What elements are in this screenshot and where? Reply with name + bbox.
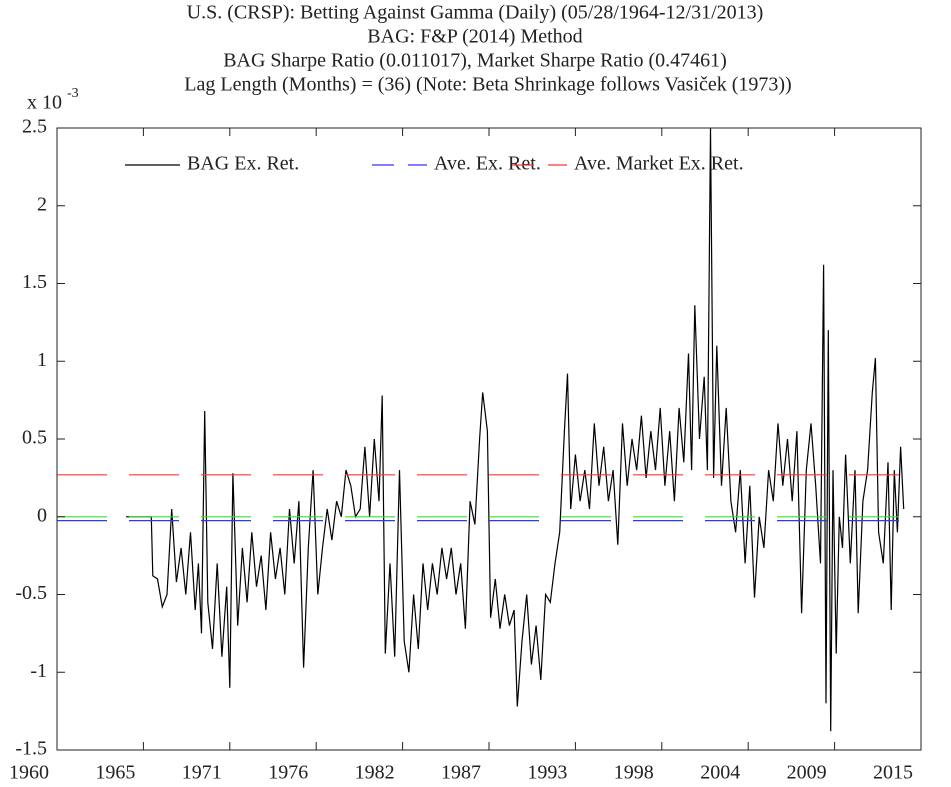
chart-subtitle: BAG Sharpe Ratio (0.011017), Market Shar… — [223, 50, 727, 72]
y-tick-label: 1.5 — [22, 271, 47, 293]
x-tick-label: 1998 — [614, 762, 654, 784]
chart-title: U.S. (CRSP): Betting Against Gamma (Dail… — [187, 2, 764, 24]
x-tick-label: 1993 — [527, 762, 567, 784]
chart-subtitle: Lag Length (Months) = (36) (Note: Beta S… — [184, 74, 791, 96]
y-tick-label: -1 — [30, 660, 47, 682]
x-tick-label: 2004 — [700, 762, 740, 784]
plot-frame — [56, 127, 922, 751]
x-tick-label: 2009 — [787, 762, 827, 784]
y-multiplier: x 10 — [27, 92, 62, 114]
x-tick-label: 1982 — [355, 762, 395, 784]
y-tick-label: -0.5 — [15, 582, 47, 604]
y-tick-label: 2.5 — [22, 116, 47, 138]
y-tick-label: -1.5 — [15, 738, 47, 760]
y-multiplier-exponent: -3 — [67, 86, 79, 101]
x-tick-label: 1965 — [95, 762, 135, 784]
y-tick-label: 1 — [37, 349, 47, 371]
x-tick-label: 1976 — [268, 762, 308, 784]
chart-subtitle: BAG: F&P (2014) Method — [367, 26, 582, 48]
x-tick-label: 1987 — [441, 762, 481, 784]
x-tick-label: 2015 — [873, 762, 913, 784]
y-tick-label: 0.5 — [22, 427, 47, 449]
x-tick-label: 1960 — [9, 762, 49, 784]
x-tick-label: 1971 — [182, 762, 222, 784]
y-tick-label: 2 — [37, 193, 47, 215]
y-tick-label: 0 — [37, 504, 47, 526]
legend-label: Ave. Market Ex. Ret. — [574, 153, 744, 175]
legend-label: Ave. Ex. Ret. — [434, 153, 541, 175]
legend-label: BAG Ex. Ret. — [187, 153, 299, 175]
series-line — [126, 127, 905, 732]
